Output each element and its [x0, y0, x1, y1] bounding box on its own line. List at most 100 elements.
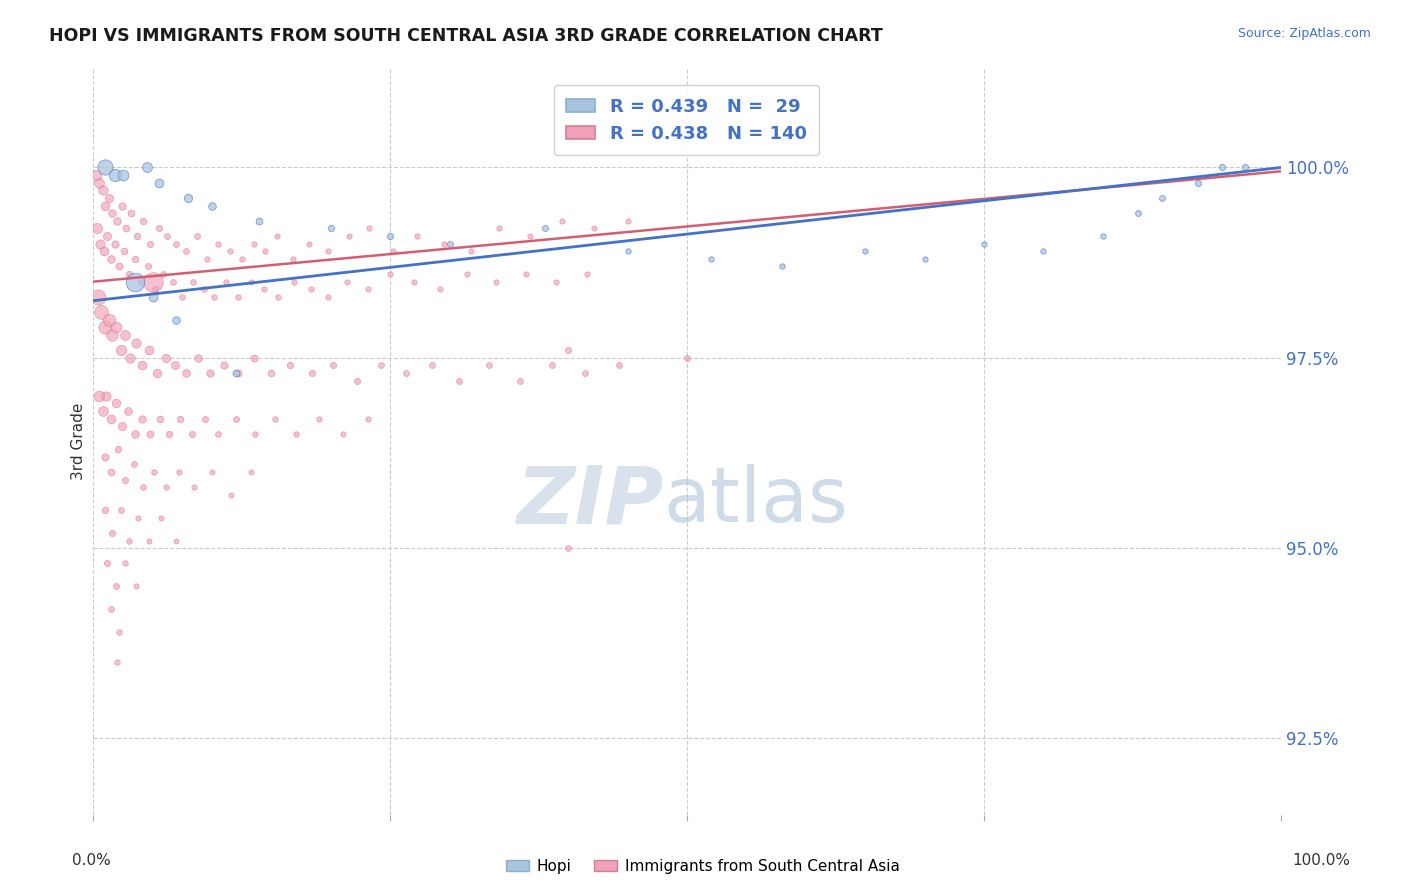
Point [143, 282, 166, 296]
Point [254, 244, 277, 259]
Point [283, 275, 305, 289]
Point [115, 221, 138, 235]
Point [212, 359, 235, 373]
Point [86, 221, 108, 235]
Point [243, 426, 266, 441]
Point [91, 183, 114, 197]
Point [264, 411, 287, 425]
Point [201, 198, 224, 212]
Point [94, 320, 117, 334]
Point [111, 419, 134, 434]
Point [110, 503, 132, 517]
Point [167, 465, 190, 479]
Point [253, 282, 276, 296]
Point [280, 359, 302, 373]
Point [378, 229, 401, 244]
Point [557, 541, 579, 555]
Point [207, 426, 229, 441]
Point [103, 236, 125, 251]
Point [96, 557, 118, 571]
Point [318, 244, 340, 259]
Point [574, 366, 596, 380]
Point [770, 260, 793, 274]
Point [700, 252, 723, 266]
Point [155, 480, 177, 494]
Text: HOPI VS IMMIGRANTS FROM SOUTH CENTRAL ASIA 3RD GRADE CORRELATION CHART: HOPI VS IMMIGRANTS FROM SOUTH CENTRAL AS… [49, 27, 883, 45]
Point [285, 426, 308, 441]
Point [193, 282, 215, 296]
Point [90, 305, 112, 319]
Point [110, 343, 132, 358]
Point [337, 229, 360, 244]
Point [124, 252, 146, 266]
Point [447, 374, 470, 388]
Point [509, 374, 531, 388]
Point [336, 275, 359, 289]
Point [551, 214, 574, 228]
Point [125, 579, 148, 593]
Point [225, 366, 247, 380]
Point [332, 426, 354, 441]
Point [1128, 206, 1150, 220]
Point [118, 351, 141, 365]
Point [152, 267, 174, 281]
Point [165, 533, 187, 548]
Point [146, 366, 169, 380]
Point [195, 252, 218, 266]
Point [104, 579, 127, 593]
Point [172, 290, 194, 304]
Point [406, 229, 429, 244]
Point [242, 351, 264, 365]
Point [148, 176, 170, 190]
Point [131, 411, 153, 425]
Point [557, 343, 579, 358]
Point [94, 503, 117, 517]
Point [117, 404, 139, 418]
Point [101, 525, 124, 540]
Point [112, 244, 135, 259]
Point [100, 411, 122, 425]
Point [91, 404, 114, 418]
Point [100, 465, 122, 479]
Point [215, 275, 238, 289]
Point [187, 351, 209, 365]
Y-axis label: 3rd Grade: 3rd Grade [72, 403, 86, 480]
Legend: Hopi, Immigrants from South Central Asia: Hopi, Immigrants from South Central Asia [501, 853, 905, 880]
Point [240, 465, 263, 479]
Point [240, 275, 263, 289]
Point [111, 198, 134, 212]
Point [94, 450, 117, 464]
Point [226, 290, 249, 304]
Point [131, 359, 153, 373]
Point [124, 275, 146, 289]
Point [103, 168, 125, 182]
Point [156, 229, 179, 244]
Point [89, 176, 111, 190]
Point [322, 359, 344, 373]
Point [1152, 191, 1174, 205]
Point [298, 236, 321, 251]
Text: Source: ZipAtlas.com: Source: ZipAtlas.com [1237, 27, 1371, 40]
Point [485, 275, 508, 289]
Point [198, 366, 221, 380]
Point [124, 426, 146, 441]
Point [260, 366, 283, 380]
Text: 100.0%: 100.0% [1292, 854, 1351, 868]
Point [225, 411, 247, 425]
Point [281, 252, 304, 266]
Point [1211, 161, 1233, 175]
Text: 0.0%: 0.0% [72, 854, 111, 868]
Point [394, 366, 416, 380]
Point [357, 221, 380, 235]
Point [96, 389, 118, 403]
Point [169, 411, 191, 425]
Point [114, 473, 136, 487]
Point [439, 236, 461, 251]
Point [676, 351, 699, 365]
Point [576, 267, 599, 281]
Point [142, 465, 165, 479]
Point [853, 244, 876, 259]
Point [135, 161, 157, 175]
Point [378, 267, 401, 281]
Point [89, 389, 111, 403]
